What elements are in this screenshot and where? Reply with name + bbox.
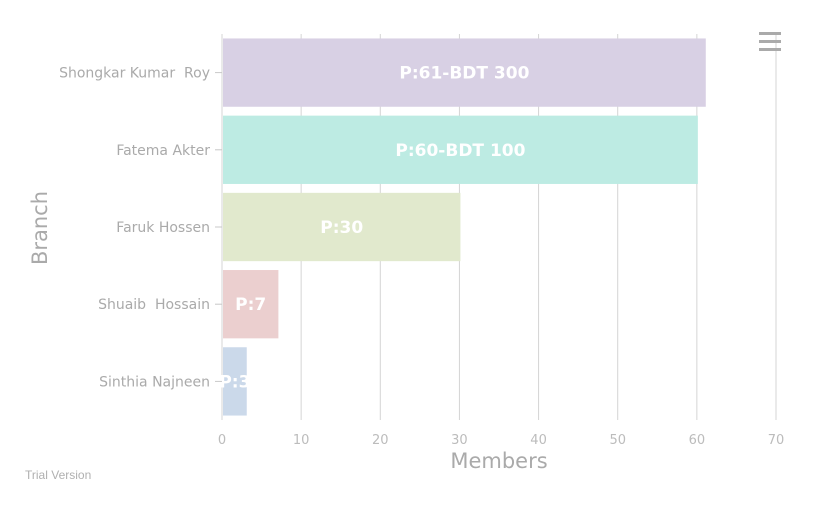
x-tick-label: 60 xyxy=(689,433,706,448)
x-tick-label: 10 xyxy=(293,433,310,448)
x-axis-title: Members xyxy=(450,449,547,473)
y-axis-ticks: Shongkar Kumar Roy Fatema Akter Faruk Hoss… xyxy=(59,66,222,390)
bar-data-label: P:3 xyxy=(219,372,250,392)
bar-data-label: P:61-BDT 300 xyxy=(399,64,529,84)
x-tick-label: 30 xyxy=(451,433,468,448)
bar-data-labels: P:61-BDT 300 P:60-BDT 100 P:30 P:7 P:3 xyxy=(219,64,529,393)
bars xyxy=(223,38,706,416)
bar-data-label: P:60-BDT 100 xyxy=(395,141,525,161)
bar-data-label: P:30 xyxy=(320,218,363,238)
bar[interactable] xyxy=(223,270,279,339)
y-tick-label: Shongkar Kumar Roy xyxy=(59,66,210,82)
bar[interactable] xyxy=(223,115,698,184)
x-tick-label: 70 xyxy=(768,433,785,448)
x-tick-label: 20 xyxy=(372,433,389,448)
bar[interactable] xyxy=(223,38,706,107)
bar-data-label: P:7 xyxy=(235,295,266,315)
y-tick-label: Shuaib Hossain xyxy=(98,297,210,313)
x-tick-label: 40 xyxy=(530,433,547,448)
bar[interactable] xyxy=(223,347,247,416)
y-tick-label: Sinthia Najneen xyxy=(99,374,210,390)
y-tick-label: Faruk Hossen xyxy=(116,220,210,236)
y-axis-title: Branch xyxy=(28,191,52,265)
y-tick-label: Fatema Akter xyxy=(116,143,210,159)
x-tick-label: 50 xyxy=(609,433,626,448)
bar[interactable] xyxy=(223,192,461,262)
x-axis-ticks: 0 10 20 30 40 50 60 70 xyxy=(218,433,784,448)
x-tick-label: 0 xyxy=(218,433,226,448)
hamburger-menu-icon[interactable] xyxy=(757,30,783,54)
trial-version-watermark: Trial Version xyxy=(25,468,92,482)
